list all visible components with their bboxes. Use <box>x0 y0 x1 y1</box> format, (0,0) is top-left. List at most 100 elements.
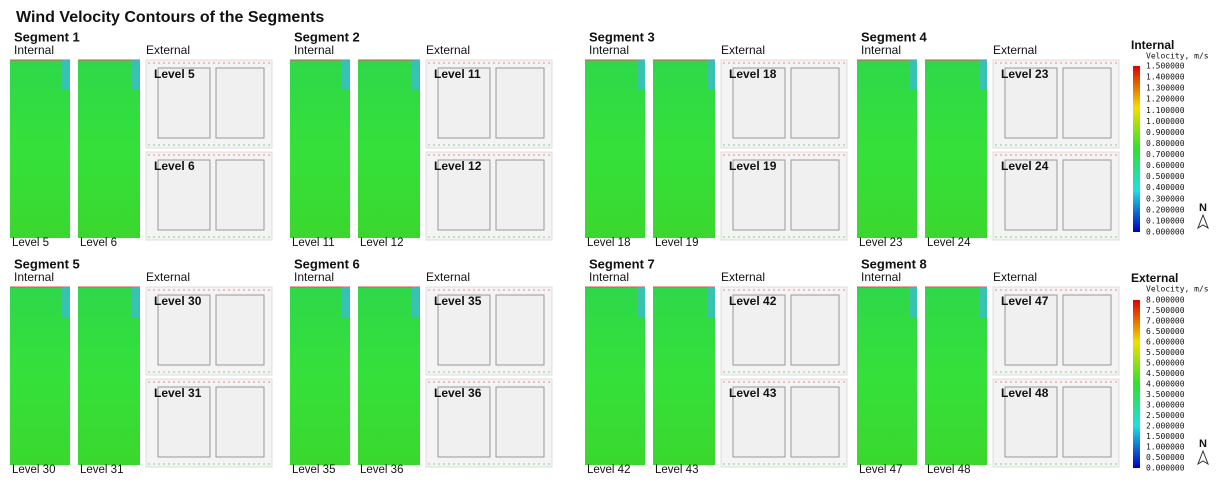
colorbar-tick-label: 3.500000 <box>1146 390 1185 399</box>
external-level-label: Level 47 <box>1001 294 1049 308</box>
internal-contour <box>925 60 987 238</box>
external-label: External <box>146 43 190 57</box>
low-velocity-zone <box>637 60 645 90</box>
building-outline <box>791 68 839 138</box>
colorbar-tick-label: 7.000000 <box>1146 317 1185 326</box>
internal-level-label: Level 43 <box>655 464 698 476</box>
external-level-label: Level 23 <box>1001 67 1049 81</box>
low-velocity-zone <box>707 287 715 317</box>
internal-label: Internal <box>589 43 629 57</box>
internal-contour <box>585 60 645 238</box>
segment: Segment 2InternalExternalLevel 11Level 1… <box>290 29 552 249</box>
building-outline <box>216 160 264 230</box>
building-outline <box>1063 295 1111 365</box>
internal-contour <box>857 287 917 465</box>
internal-label: Internal <box>861 43 901 57</box>
internal-label: Internal <box>14 43 54 57</box>
external-level-label: Level 18 <box>729 67 777 81</box>
building-outline <box>496 68 544 138</box>
building-outline <box>496 160 544 230</box>
north-label: N <box>1199 202 1207 214</box>
colorbar <box>1133 300 1140 468</box>
low-velocity-zone <box>342 60 350 90</box>
north-label: N <box>1199 438 1207 450</box>
internal-level-label: Level 24 <box>927 237 971 249</box>
internal-level-label: Level 12 <box>360 237 403 249</box>
colorbar-tick-label: 0.500000 <box>1146 172 1185 181</box>
internal-contour <box>925 287 987 465</box>
low-velocity-zone <box>909 287 917 317</box>
external-label: External <box>426 43 470 57</box>
external-level-label: Level 31 <box>154 386 202 400</box>
internal-level-label: Level 36 <box>360 464 403 476</box>
figure: Wind Velocity Contours of the Segments S… <box>0 0 1216 484</box>
colorbar-tick-label: 0.000000 <box>1146 464 1185 473</box>
internal-contour <box>653 287 715 465</box>
external-level-label: Level 6 <box>154 159 195 173</box>
colorbar-tick-label: 0.000000 <box>1146 228 1185 237</box>
external-level-label: Level 30 <box>154 294 202 308</box>
building-outline <box>1063 387 1111 457</box>
low-velocity-zone <box>62 287 70 317</box>
colorbar-tick-label: 1.400000 <box>1146 73 1185 82</box>
internal-level-label: Level 35 <box>292 464 335 476</box>
low-velocity-zone <box>412 60 420 90</box>
colorbar-tick-label: 5.000000 <box>1146 359 1185 368</box>
legend-title: Internal <box>1131 38 1174 52</box>
colorbar-tick-label: 0.300000 <box>1146 194 1185 203</box>
internal-contour <box>78 60 140 238</box>
internal-level-label: Level 18 <box>587 237 630 249</box>
external-level-label: Level 42 <box>729 294 777 308</box>
building-outline <box>791 295 839 365</box>
colorbar-tick-label: 4.000000 <box>1146 380 1185 389</box>
low-velocity-zone <box>412 287 420 317</box>
colorbar-tick-label: 0.400000 <box>1146 183 1185 192</box>
internal-contour <box>78 287 140 465</box>
colorbar-tick-label: 1.500000 <box>1146 432 1185 441</box>
colorbar-tick-label: 0.900000 <box>1146 128 1185 137</box>
colorbar-tick-label: 1.000000 <box>1146 443 1185 452</box>
colorbar-tick-label: 0.800000 <box>1146 139 1185 148</box>
external-level-label: Level 11 <box>434 67 481 81</box>
internal-level-label: Level 23 <box>859 237 902 249</box>
external-level-label: Level 24 <box>1001 159 1049 173</box>
building-outline <box>216 68 264 138</box>
internal-level-label: Level 5 <box>12 237 49 249</box>
colorbar-tick-label: 1.100000 <box>1146 106 1185 115</box>
legend-unit: Velocity, m/s <box>1146 52 1209 61</box>
internal-contour <box>585 287 645 465</box>
low-velocity-zone <box>62 60 70 90</box>
external-label: External <box>993 43 1037 57</box>
colorbar-tick-label: 1.000000 <box>1146 117 1185 126</box>
external-label: External <box>721 43 765 57</box>
external-level-label: Level 35 <box>434 294 482 308</box>
building-outline <box>496 295 544 365</box>
low-velocity-zone <box>909 60 917 90</box>
internal-contour <box>290 60 350 238</box>
low-velocity-zone <box>132 60 140 90</box>
external-label: External <box>146 270 190 284</box>
colorbar-tick-label: 6.000000 <box>1146 338 1185 347</box>
colorbar <box>1133 66 1140 232</box>
colorbar-tick-label: 1.300000 <box>1146 84 1185 93</box>
external-label: External <box>721 270 765 284</box>
colorbar-tick-label: 8.000000 <box>1146 296 1185 305</box>
external-label: External <box>993 270 1037 284</box>
legend-unit: Velocity, m/s <box>1146 285 1209 294</box>
internal-level-label: Level 6 <box>80 237 117 249</box>
internal-contour <box>10 60 70 238</box>
external-level-label: Level 48 <box>1001 386 1049 400</box>
colorbar-tick-label: 0.200000 <box>1146 205 1185 214</box>
internal-level-label: Level 11 <box>292 237 335 249</box>
low-velocity-zone <box>342 287 350 317</box>
external-label: External <box>426 270 470 284</box>
colorbar-tick-label: 7.500000 <box>1146 306 1185 315</box>
colorbar-tick-label: 2.500000 <box>1146 411 1185 420</box>
building-outline <box>1063 160 1111 230</box>
internal-label: Internal <box>589 270 629 284</box>
north-arrow <box>1198 451 1208 464</box>
